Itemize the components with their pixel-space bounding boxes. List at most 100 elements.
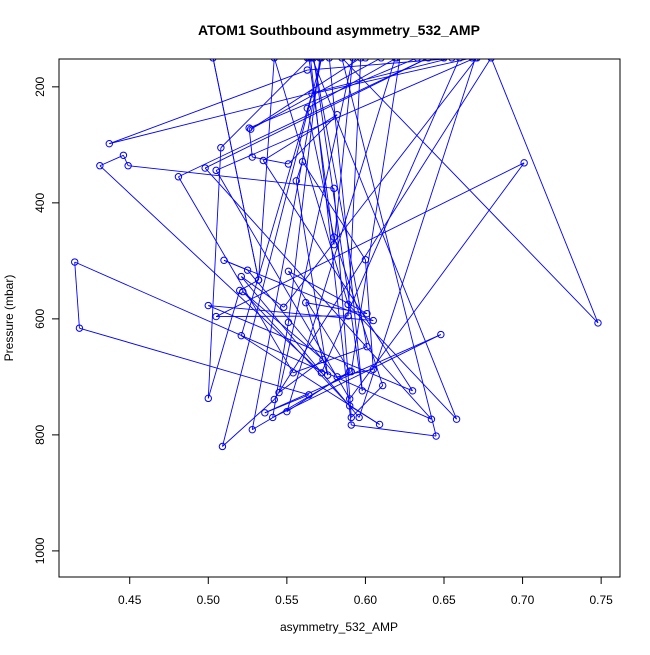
data-point <box>594 319 602 327</box>
data-point <box>391 59 399 62</box>
y-tick-label: 600 <box>33 309 47 329</box>
series-segment <box>351 424 437 437</box>
series-segment <box>262 160 413 392</box>
series-segment <box>207 147 222 399</box>
series-segment <box>109 59 450 145</box>
series-segment <box>274 59 349 305</box>
series-segment <box>263 114 338 161</box>
series-segment <box>123 155 129 166</box>
series-segment <box>310 59 352 426</box>
y-tick-label: 800 <box>33 425 47 445</box>
series-segment <box>242 291 351 407</box>
data-point <box>270 59 278 62</box>
series-segment <box>272 334 442 418</box>
data-point <box>124 162 132 170</box>
x-tick-label: 0.60 <box>354 593 378 607</box>
series-segment <box>491 59 599 324</box>
series-segment <box>342 59 599 324</box>
data-point <box>338 59 346 62</box>
data-point <box>217 144 225 152</box>
series-segment <box>333 236 384 386</box>
data-point <box>468 59 476 62</box>
data-point <box>330 240 338 249</box>
data-point <box>237 331 245 340</box>
data-point <box>427 415 436 423</box>
data-point <box>347 367 355 376</box>
series-segment <box>251 59 322 430</box>
series-segment <box>350 59 401 372</box>
y-tick-label: 400 <box>33 193 47 213</box>
data-point <box>75 324 84 332</box>
series-segment <box>273 59 491 400</box>
series-segment <box>99 154 124 167</box>
data-point <box>448 59 456 62</box>
data-point <box>355 413 363 422</box>
data-point <box>330 233 338 241</box>
data-point <box>236 286 244 295</box>
x-tick-label: 0.55 <box>275 593 299 607</box>
series-segment <box>74 261 80 329</box>
data-point <box>284 267 293 276</box>
data-point <box>254 276 263 284</box>
data-point <box>248 153 256 161</box>
plot-frame <box>58 58 621 578</box>
data-point <box>346 402 354 410</box>
series-segment <box>79 327 309 396</box>
series-segment <box>240 276 360 418</box>
data-point <box>275 388 283 397</box>
series-segment <box>258 59 275 281</box>
series-segment <box>220 59 310 149</box>
data-point <box>377 59 385 62</box>
series-segment <box>305 302 368 315</box>
data-point <box>269 413 277 422</box>
data-point <box>432 432 440 440</box>
data-point <box>363 309 371 318</box>
data-point <box>283 407 291 416</box>
data-point <box>261 409 269 417</box>
series-segment <box>350 385 384 418</box>
data-point <box>319 355 327 364</box>
data-point <box>363 343 371 351</box>
data-point <box>96 162 104 170</box>
data-point <box>520 159 528 167</box>
data-point <box>440 59 448 62</box>
data-point <box>325 59 333 62</box>
series-segment <box>204 167 432 420</box>
series-segment <box>128 165 335 189</box>
data-point <box>357 59 365 62</box>
data-point <box>361 256 370 264</box>
x-tick-label: 0.70 <box>511 593 535 607</box>
data-point <box>239 287 247 296</box>
data-point <box>308 59 316 62</box>
series-segment <box>74 261 432 420</box>
series-segment <box>241 276 284 308</box>
data-point <box>174 173 183 181</box>
data-point <box>248 425 256 434</box>
series-segment <box>216 315 349 317</box>
data-point <box>413 59 421 62</box>
data-point <box>71 258 79 266</box>
series-segment <box>250 59 380 130</box>
data-point <box>330 184 338 193</box>
data-point <box>333 373 341 381</box>
data-point <box>204 394 212 403</box>
x-tick-label: 0.50 <box>197 593 221 607</box>
data-point <box>212 166 220 175</box>
data-point <box>317 59 325 62</box>
x-tick-label: 0.75 <box>589 593 613 607</box>
data-point <box>298 157 307 166</box>
chart-title: ATOM1 Southbound asymmetry_532_AMP <box>198 22 480 38</box>
data-point <box>270 395 278 404</box>
data-point <box>347 421 355 429</box>
series-segment <box>250 59 360 130</box>
x-tick-label: 0.45 <box>118 593 142 607</box>
series-segment <box>109 69 308 145</box>
data-point <box>358 387 366 395</box>
data-point <box>220 256 228 264</box>
series-segment <box>240 93 313 336</box>
series-segment <box>215 162 525 317</box>
data-point <box>284 318 293 327</box>
data-point <box>303 66 311 74</box>
data-point <box>452 415 461 423</box>
